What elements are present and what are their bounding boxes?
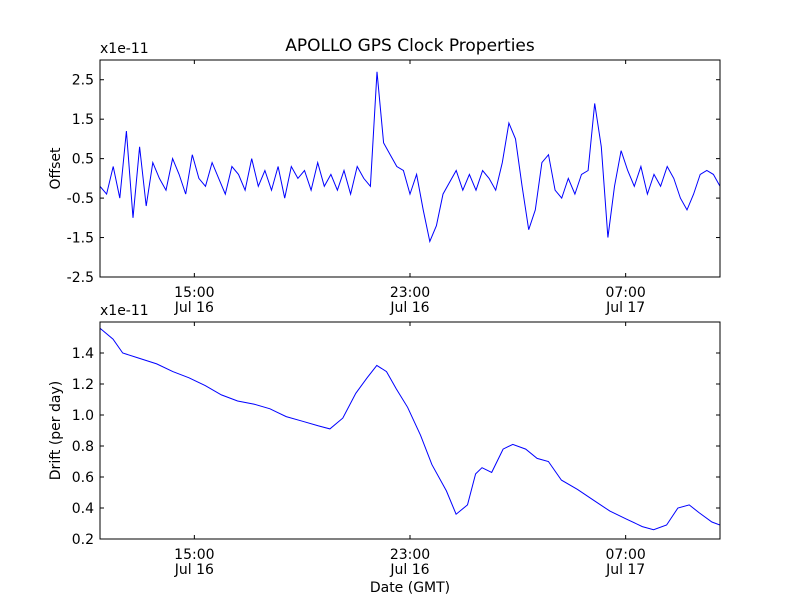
y-tick-label: -1.5 — [67, 231, 94, 247]
series-line — [100, 71, 720, 244]
y-tick-label: 1.4 — [72, 346, 94, 362]
y-axis-label: Offset — [48, 147, 64, 190]
y-tick-label: 1.2 — [72, 377, 94, 393]
x-tick-date: Jul 16 — [389, 300, 429, 316]
y-tick-label: -0.5 — [67, 191, 94, 207]
y-axis-label: Drift (per day) — [48, 381, 64, 480]
x-tick-date: Jul 16 — [174, 562, 214, 578]
x-tick-time: 23:00 — [390, 285, 430, 301]
y-tick-label: 2.5 — [72, 73, 94, 89]
y-tick-label: 1.5 — [72, 112, 94, 128]
figure-title: APOLLO GPS Clock Properties — [285, 36, 535, 56]
x-tick-time: 07:00 — [605, 285, 645, 301]
x-tick-date: Jul 17 — [605, 300, 645, 316]
y-tick-label: -2.5 — [67, 270, 94, 286]
x-tick-date: Jul 17 — [605, 562, 645, 578]
x-tick-time: 15:00 — [174, 285, 214, 301]
series-line — [100, 327, 720, 531]
x-tick-time: 15:00 — [174, 547, 214, 563]
y-tick-label: 0.5 — [72, 152, 94, 168]
y-tick-label: 0.8 — [72, 439, 94, 455]
x-tick-time: 23:00 — [390, 547, 430, 563]
y-tick-label: 0.6 — [72, 470, 94, 486]
x-tick-time: 07:00 — [605, 547, 645, 563]
y-tick-label: 1.0 — [72, 408, 94, 424]
x-tick-date: Jul 16 — [174, 300, 214, 316]
scale-label: x1e-11 — [100, 41, 149, 57]
y-tick-label: 0.4 — [72, 501, 94, 517]
scale-label: x1e-11 — [100, 303, 149, 319]
y-tick-label: 0.2 — [72, 532, 94, 548]
x-axis-label: Date (GMT) — [370, 580, 450, 596]
x-tick-date: Jul 16 — [389, 562, 429, 578]
